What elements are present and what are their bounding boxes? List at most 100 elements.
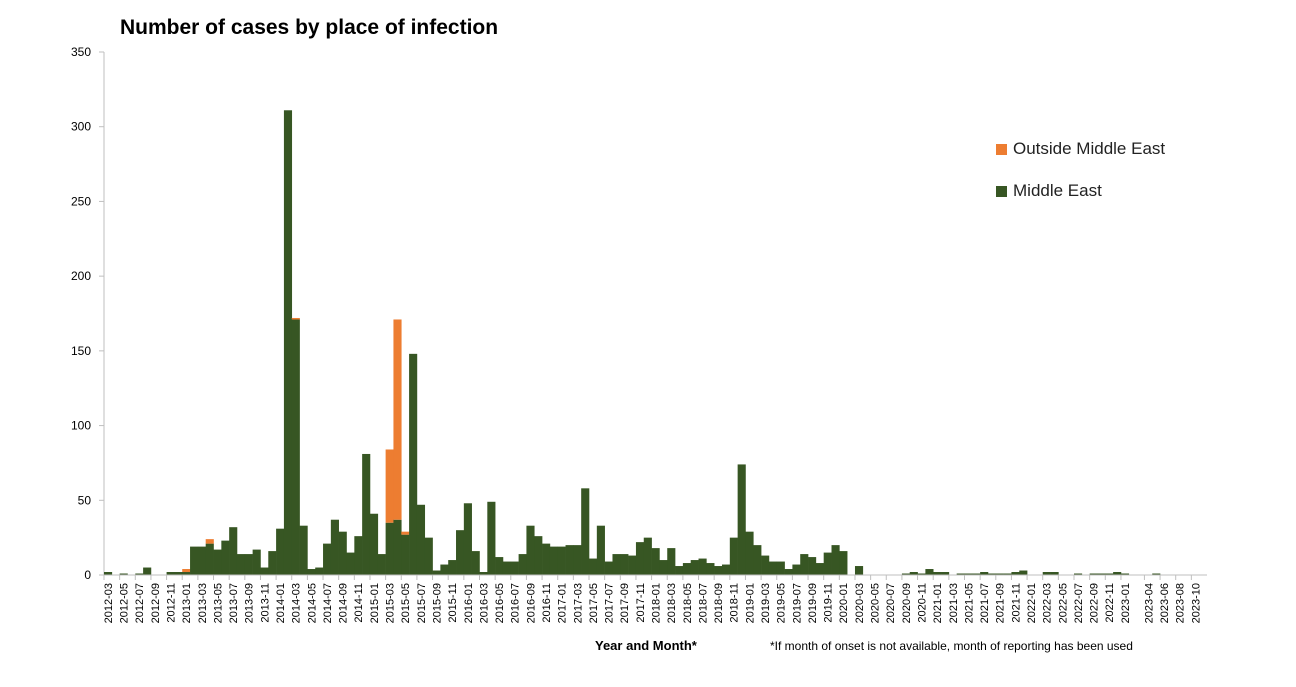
- x-tick-label: 2023-08: [1175, 583, 1187, 623]
- x-axis: 2012-03 2012-05 2012-07 2012-09 2012-11 2013-…: [103, 574, 1207, 623]
- legend-label-middle-east: Middle East: [1013, 181, 1102, 200]
- y-tick-label: 100: [71, 419, 91, 433]
- bar-middle-east: [604, 561, 613, 575]
- x-tick-label: 2017-01: [557, 583, 569, 623]
- x-tick-label: 2019-05: [776, 583, 788, 623]
- bar-middle-east: [800, 554, 809, 575]
- bar-middle-east: [315, 567, 324, 575]
- x-tick-label: 2018-09: [713, 583, 725, 623]
- y-tick-label: 200: [71, 269, 91, 283]
- bar-middle-east: [980, 572, 989, 575]
- bar-middle-east: [823, 552, 832, 575]
- x-tick-label: 2022-07: [1073, 583, 1085, 623]
- bar-middle-east: [1011, 572, 1020, 575]
- bar-middle-east: [307, 569, 316, 575]
- bar-middle-east: [377, 554, 386, 575]
- x-tick-label: 2015-11: [447, 583, 459, 623]
- bar-middle-east: [628, 555, 637, 575]
- legend-swatch-outside-middle-east: [996, 143, 1007, 155]
- bar-middle-east: [354, 536, 363, 575]
- legend-item-outside-middle-east: Outside Middle East: [996, 128, 1165, 170]
- bar-middle-east: [362, 453, 371, 575]
- bar-middle-east: [706, 563, 715, 575]
- x-tick-label: 2023-06: [1159, 583, 1171, 623]
- bar-middle-east: [197, 546, 206, 575]
- bar-outside-middle-east: [182, 569, 191, 573]
- bar-middle-east: [1089, 573, 1098, 575]
- bar-middle-east: [518, 554, 527, 575]
- x-tick-label: 2023-04: [1143, 583, 1155, 623]
- x-tick-label: 2012-11: [165, 583, 177, 623]
- bar-middle-east: [721, 564, 731, 575]
- bar-middle-east: [236, 554, 246, 575]
- x-tick-label: 2018-07: [697, 583, 709, 623]
- x-tick-label: 2021-05: [963, 583, 975, 623]
- bar-middle-east: [761, 555, 770, 575]
- bar-middle-east: [933, 572, 942, 575]
- bar-middle-east: [792, 564, 801, 575]
- bar-middle-east: [737, 464, 746, 575]
- x-tick-label: 2020-05: [870, 583, 882, 623]
- x-tick-label: 2019-07: [791, 583, 803, 623]
- bar-outside-middle-east: [291, 317, 300, 320]
- bar-middle-east: [119, 573, 128, 575]
- x-tick-label: 2019-01: [744, 583, 756, 623]
- x-tick-label: 2014-11: [353, 583, 365, 623]
- x-tick-label: 2022-03: [1042, 583, 1054, 623]
- x-tick-label: 2019-03: [760, 583, 772, 623]
- bar-middle-east: [369, 513, 379, 575]
- x-tick-label: 2013-07: [228, 583, 240, 623]
- x-tick-label: 2020-01: [838, 583, 850, 623]
- bar-middle-east: [690, 560, 699, 575]
- bar-middle-east: [729, 537, 738, 575]
- bar-middle-east: [182, 572, 191, 575]
- bar-middle-east: [714, 566, 723, 575]
- y-tick-label: 150: [71, 344, 91, 358]
- bar-middle-east: [941, 572, 950, 575]
- bar-middle-east: [901, 573, 911, 575]
- bar-middle-east: [1113, 572, 1122, 575]
- x-tick-label: 2023-10: [1190, 583, 1202, 623]
- x-tick-label: 2015-01: [369, 583, 381, 623]
- bar-middle-east: [956, 573, 965, 575]
- bar-middle-east: [190, 546, 199, 575]
- x-tick-label: 2016-07: [510, 583, 522, 623]
- bar-middle-east: [252, 549, 261, 575]
- x-tick-label: 2021-01: [932, 583, 944, 623]
- x-tick-label: 2018-03: [666, 583, 678, 623]
- x-tick-label: 2017-09: [619, 583, 631, 623]
- bar-middle-east: [143, 567, 152, 575]
- bar-middle-east: [338, 531, 347, 575]
- bar-outside-middle-east: [385, 449, 394, 523]
- bar-middle-east: [815, 563, 824, 575]
- x-tick-label: 2016-05: [494, 583, 506, 623]
- x-tick-label: 2012-03: [103, 583, 115, 623]
- bar-middle-east: [534, 536, 543, 575]
- x-tick-label: 2015-03: [385, 583, 397, 623]
- bar-middle-east: [784, 569, 793, 575]
- x-tick-label: 2012-07: [134, 583, 146, 623]
- y-tick-label: 350: [71, 45, 91, 59]
- x-tick-label: 2016-01: [463, 583, 475, 623]
- x-tick-label: 2020-03: [854, 583, 866, 623]
- x-tick-label: 2020-07: [885, 583, 897, 623]
- x-tick-label: 2015-09: [431, 583, 443, 623]
- x-tick-label: 2022-09: [1089, 583, 1101, 623]
- bar-middle-east: [401, 534, 410, 575]
- bar-middle-east: [244, 554, 253, 575]
- x-tick-label: 2013-11: [259, 583, 271, 623]
- bar-middle-east: [135, 573, 144, 575]
- bar-middle-east: [346, 552, 355, 575]
- footnote: *If month of onset is not available, mon…: [770, 639, 1133, 653]
- bar-outside-middle-east: [393, 319, 402, 520]
- x-tick-label: 2015-07: [416, 583, 428, 623]
- x-tick-label: 2016-11: [541, 583, 553, 623]
- bar-middle-east: [1003, 573, 1012, 575]
- bar-middle-east: [549, 546, 559, 575]
- x-tick-label: 2014-05: [306, 583, 318, 623]
- bar-middle-east: [1105, 573, 1114, 575]
- bar-middle-east: [104, 572, 113, 575]
- bar-middle-east: [291, 319, 300, 575]
- y-tick-label: 0: [84, 568, 91, 582]
